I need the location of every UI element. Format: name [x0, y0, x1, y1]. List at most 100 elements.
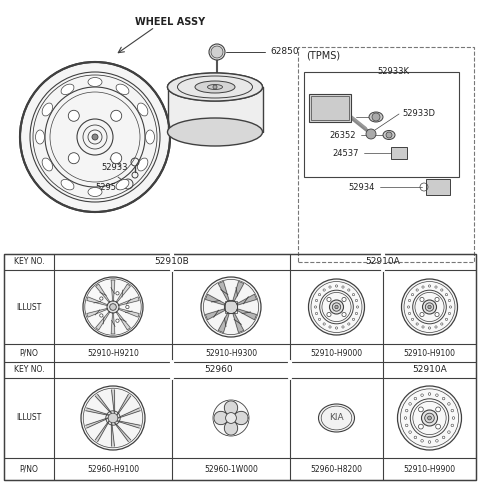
- Circle shape: [386, 132, 392, 138]
- Circle shape: [336, 285, 337, 287]
- Circle shape: [213, 400, 249, 436]
- Text: 52910-H9900: 52910-H9900: [403, 465, 456, 473]
- Circle shape: [323, 323, 325, 325]
- Circle shape: [366, 129, 376, 139]
- Text: KIA: KIA: [329, 414, 344, 423]
- Ellipse shape: [369, 112, 383, 122]
- Circle shape: [451, 424, 454, 427]
- Circle shape: [106, 411, 120, 425]
- Circle shape: [211, 46, 223, 58]
- Circle shape: [409, 431, 411, 433]
- Circle shape: [314, 306, 317, 308]
- Bar: [311, 96, 349, 120]
- Circle shape: [441, 289, 443, 291]
- Text: KEY NO.: KEY NO.: [14, 257, 44, 267]
- Circle shape: [416, 323, 418, 325]
- Circle shape: [409, 402, 411, 405]
- Ellipse shape: [61, 179, 74, 190]
- Circle shape: [342, 326, 344, 328]
- Circle shape: [445, 294, 448, 296]
- Text: 52960-1W000: 52960-1W000: [204, 465, 258, 473]
- Ellipse shape: [137, 158, 148, 171]
- Polygon shape: [111, 423, 114, 446]
- Text: KIA: KIA: [226, 415, 236, 420]
- Bar: [309, 94, 351, 122]
- Circle shape: [420, 297, 424, 302]
- Circle shape: [92, 134, 98, 140]
- Circle shape: [428, 441, 431, 443]
- Circle shape: [225, 300, 238, 314]
- Circle shape: [107, 301, 119, 313]
- Polygon shape: [214, 401, 248, 435]
- Text: 52910-H9300: 52910-H9300: [205, 348, 257, 358]
- Circle shape: [414, 397, 417, 400]
- Circle shape: [81, 386, 145, 450]
- Polygon shape: [116, 311, 131, 330]
- Text: 26352: 26352: [329, 131, 356, 139]
- Circle shape: [100, 297, 103, 300]
- Circle shape: [335, 305, 338, 308]
- Ellipse shape: [168, 73, 263, 101]
- Circle shape: [449, 306, 452, 308]
- Circle shape: [419, 424, 423, 429]
- Bar: [298, 47, 474, 262]
- Circle shape: [425, 303, 434, 311]
- Text: 52950: 52950: [95, 184, 121, 192]
- Circle shape: [404, 417, 407, 419]
- Ellipse shape: [42, 103, 53, 116]
- Text: WHEEL ASSY: WHEEL ASSY: [135, 17, 205, 27]
- Circle shape: [111, 110, 122, 121]
- Circle shape: [411, 318, 414, 321]
- Polygon shape: [86, 418, 108, 428]
- Circle shape: [451, 409, 454, 412]
- Circle shape: [443, 397, 445, 400]
- Circle shape: [422, 300, 436, 314]
- Circle shape: [425, 413, 434, 423]
- Circle shape: [329, 326, 331, 328]
- Circle shape: [448, 312, 451, 315]
- Polygon shape: [87, 308, 108, 317]
- Circle shape: [436, 424, 441, 429]
- Circle shape: [419, 407, 423, 412]
- Circle shape: [318, 318, 321, 321]
- Circle shape: [435, 326, 437, 328]
- Circle shape: [83, 277, 143, 337]
- Text: ILLUST: ILLUST: [16, 303, 42, 311]
- Circle shape: [421, 410, 437, 426]
- Circle shape: [355, 299, 358, 302]
- Circle shape: [397, 386, 461, 450]
- Bar: [225, 301, 237, 313]
- Circle shape: [116, 292, 119, 295]
- Circle shape: [327, 312, 331, 317]
- Circle shape: [68, 110, 79, 121]
- Circle shape: [110, 304, 116, 310]
- Polygon shape: [117, 421, 140, 428]
- Circle shape: [448, 402, 450, 405]
- Circle shape: [209, 44, 225, 60]
- Circle shape: [416, 289, 418, 291]
- Circle shape: [327, 297, 331, 302]
- Circle shape: [422, 286, 424, 288]
- Circle shape: [414, 436, 417, 439]
- Text: 52910-H9210: 52910-H9210: [87, 348, 139, 358]
- Polygon shape: [233, 281, 244, 301]
- Circle shape: [213, 85, 217, 89]
- Circle shape: [408, 299, 411, 302]
- Circle shape: [428, 416, 432, 420]
- Polygon shape: [237, 309, 257, 320]
- Circle shape: [428, 285, 431, 287]
- Circle shape: [436, 440, 438, 442]
- Polygon shape: [237, 294, 257, 305]
- Polygon shape: [218, 313, 229, 333]
- Circle shape: [420, 312, 424, 317]
- Polygon shape: [233, 313, 244, 333]
- Circle shape: [329, 286, 331, 288]
- Text: 52960: 52960: [204, 365, 233, 375]
- Circle shape: [342, 297, 346, 302]
- Ellipse shape: [42, 158, 53, 171]
- Circle shape: [443, 436, 445, 439]
- Text: 62850: 62850: [270, 48, 299, 56]
- Text: 52934: 52934: [348, 183, 374, 191]
- Polygon shape: [96, 311, 110, 330]
- Ellipse shape: [61, 84, 74, 94]
